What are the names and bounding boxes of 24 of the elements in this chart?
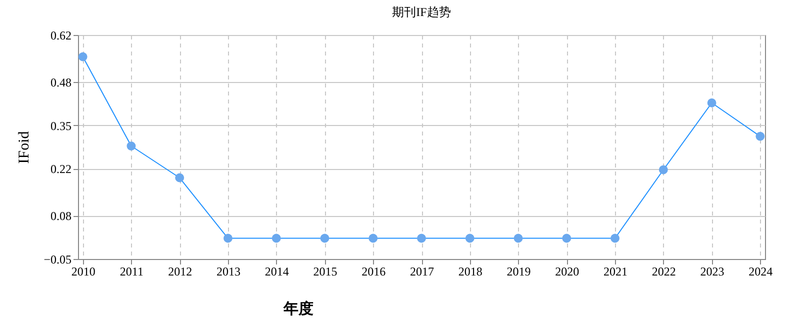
y-tick-label: 0.08: [50, 209, 72, 224]
y-tick-label: 0.48: [50, 75, 72, 90]
x-tick-label: 2021: [604, 264, 628, 278]
x-tick-label: 2012: [168, 264, 192, 278]
chart-title: 期刊IF趋势: [392, 5, 451, 19]
x-tick-label: 2014: [264, 264, 289, 278]
x-tick-label: 2011: [120, 264, 144, 278]
x-tick-label: 2022: [652, 264, 676, 278]
x-tick-label: 2016: [362, 264, 386, 278]
y-tick-label: 0.35: [50, 118, 72, 133]
x-tick-label: 2019: [506, 264, 531, 278]
y-tick-label: 0.62: [50, 28, 72, 42]
y-tick-label: 0.22: [50, 162, 72, 176]
x-tick-label: 2013: [216, 264, 240, 278]
y-tick-label: −0.05: [44, 252, 72, 266]
x-tick-label: 2010: [71, 264, 96, 278]
x-tick-label: 2023: [700, 264, 724, 278]
y-axis-title: IFoid: [16, 130, 33, 164]
x-tick-label: 2024: [748, 264, 773, 278]
x-tick-label: 2015: [313, 264, 338, 278]
x-tick-label: 2020: [555, 264, 580, 278]
x-tick-label: 2017: [410, 264, 434, 278]
x-tick-label: 2018: [458, 264, 482, 278]
x-axis-title: 年度: [282, 300, 314, 318]
